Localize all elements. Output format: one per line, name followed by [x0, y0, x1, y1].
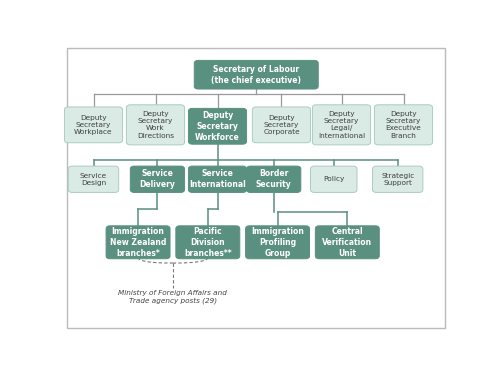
Text: Deputy
Secretary
Workplace: Deputy Secretary Workplace — [74, 115, 113, 135]
FancyBboxPatch shape — [106, 226, 170, 259]
FancyBboxPatch shape — [68, 166, 118, 192]
FancyBboxPatch shape — [312, 105, 370, 145]
Text: Border
Security: Border Security — [256, 169, 292, 189]
FancyBboxPatch shape — [316, 226, 380, 259]
Text: Service
International: Service International — [189, 169, 246, 189]
Text: Deputy
Secretary
Executive
Branch: Deputy Secretary Executive Branch — [386, 111, 422, 139]
Text: Pacific
Division
branches**: Pacific Division branches** — [184, 227, 232, 257]
FancyBboxPatch shape — [176, 226, 240, 259]
FancyBboxPatch shape — [194, 60, 318, 89]
Text: Service
Delivery: Service Delivery — [140, 169, 175, 189]
Text: Immigration
Profiling
Group: Immigration Profiling Group — [251, 227, 304, 257]
FancyBboxPatch shape — [374, 105, 432, 145]
FancyBboxPatch shape — [372, 166, 423, 192]
FancyBboxPatch shape — [246, 226, 310, 259]
FancyBboxPatch shape — [246, 166, 301, 192]
Text: Secretary of Labour
(the chief executive): Secretary of Labour (the chief executive… — [211, 65, 301, 84]
FancyBboxPatch shape — [67, 48, 446, 328]
Text: Immigration
New Zealand
branches*: Immigration New Zealand branches* — [110, 227, 166, 257]
Text: Strategic
Support: Strategic Support — [381, 173, 414, 186]
Text: Central
Verification
Unit: Central Verification Unit — [322, 227, 372, 257]
FancyBboxPatch shape — [64, 107, 122, 143]
Text: Deputy
Secretary
Corporate: Deputy Secretary Corporate — [263, 115, 300, 135]
Text: Ministry of Foreign Affairs and
Trade agency posts (29): Ministry of Foreign Affairs and Trade ag… — [118, 290, 228, 304]
Text: Deputy
Secretary
Work
Directions: Deputy Secretary Work Directions — [137, 111, 174, 139]
FancyBboxPatch shape — [310, 166, 357, 192]
FancyBboxPatch shape — [188, 166, 246, 192]
Text: Deputy
Secretary
Legal/
International: Deputy Secretary Legal/ International — [318, 111, 365, 139]
Text: Policy: Policy — [323, 176, 344, 182]
Text: Deputy
Secretary
Workforce: Deputy Secretary Workforce — [195, 111, 240, 141]
FancyBboxPatch shape — [188, 108, 246, 144]
FancyBboxPatch shape — [130, 166, 184, 192]
FancyBboxPatch shape — [126, 105, 184, 145]
FancyBboxPatch shape — [252, 107, 310, 143]
Text: Service
Design: Service Design — [80, 173, 107, 186]
